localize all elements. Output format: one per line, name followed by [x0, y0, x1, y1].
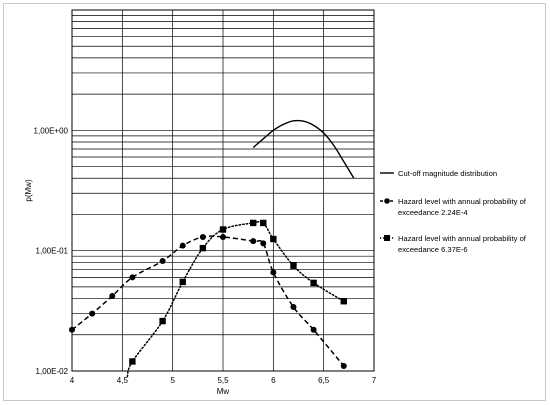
data-point-square	[199, 244, 207, 252]
chart-grid	[72, 10, 374, 371]
data-point-circle	[109, 293, 116, 300]
data-point-circle	[270, 269, 277, 276]
legend-entry-1: Cut-off magnitude distribution	[380, 169, 497, 178]
data-point-circle	[89, 310, 96, 317]
legend-label: exceedance 6.37E-6	[398, 245, 468, 254]
series-1	[252, 119, 355, 179]
data-point-square	[250, 219, 257, 227]
series-layer	[69, 119, 355, 378]
x-tick-label: 7	[372, 376, 377, 385]
legend-entry-3: Hazard level with annual probability of e…	[380, 234, 527, 254]
data-point-square	[129, 358, 136, 365]
y-tick-label: 1,00E-02	[36, 367, 69, 376]
plot-border	[71, 9, 375, 372]
legend-label: Hazard level with annual probability of	[398, 234, 527, 243]
y-tick-label: 1,00E-01	[36, 247, 69, 256]
series-line	[126, 220, 345, 378]
x-tick-label: 6,5	[318, 376, 330, 385]
legend-label: Cut-off magnitude distribution	[398, 169, 497, 178]
data-point-circle	[340, 363, 347, 370]
data-point-square	[310, 279, 317, 287]
legend-marker	[384, 198, 390, 204]
series-line	[71, 235, 345, 367]
legend-label: Hazard level with annual probability of	[398, 197, 527, 206]
series-2	[69, 233, 347, 370]
plot-area-border	[71, 9, 375, 372]
data-point-circle	[310, 326, 317, 333]
x-tick-label: 5	[170, 376, 175, 385]
data-point-circle	[220, 233, 226, 240]
legend: Cut-off magnitude distribution Hazard lev…	[380, 169, 527, 254]
data-point-square	[159, 317, 166, 325]
legend-label: exceedance 2.24E-4	[398, 208, 468, 217]
data-point-square	[179, 278, 186, 286]
x-tick-label: 5,5	[217, 376, 229, 385]
data-point-circle	[199, 233, 206, 240]
series-3	[126, 219, 347, 378]
x-tick-label: 4,5	[117, 376, 129, 385]
tick-labels: 4 4,5 5 5,5 6 6,5 7 1,00E-02 1,00E-01 1,00E+00	[34, 126, 377, 385]
data-point-square	[290, 262, 297, 269]
legend-entry-2: Hazard level with annual probability of e…	[380, 197, 527, 217]
legend-marker	[384, 235, 390, 241]
series-line	[252, 119, 355, 179]
data-point-circle	[129, 274, 136, 281]
data-point-circle	[69, 326, 75, 333]
data-point-circle	[260, 240, 267, 247]
data-point-square	[219, 226, 227, 233]
data-point-circle	[290, 304, 297, 311]
y-axis-label: p(Mw)	[24, 179, 33, 202]
data-point-square	[260, 219, 267, 227]
x-axis-label: Mw	[217, 387, 230, 396]
y-tick-label: 1,00E+00	[34, 126, 69, 135]
data-point-circle	[250, 238, 257, 245]
data-point-square	[270, 235, 277, 243]
data-point-circle	[179, 242, 186, 249]
x-tick-label: 6	[271, 376, 276, 385]
x-tick-label: 4	[70, 376, 75, 385]
data-point-circle	[159, 258, 166, 265]
data-point-square	[340, 298, 347, 305]
